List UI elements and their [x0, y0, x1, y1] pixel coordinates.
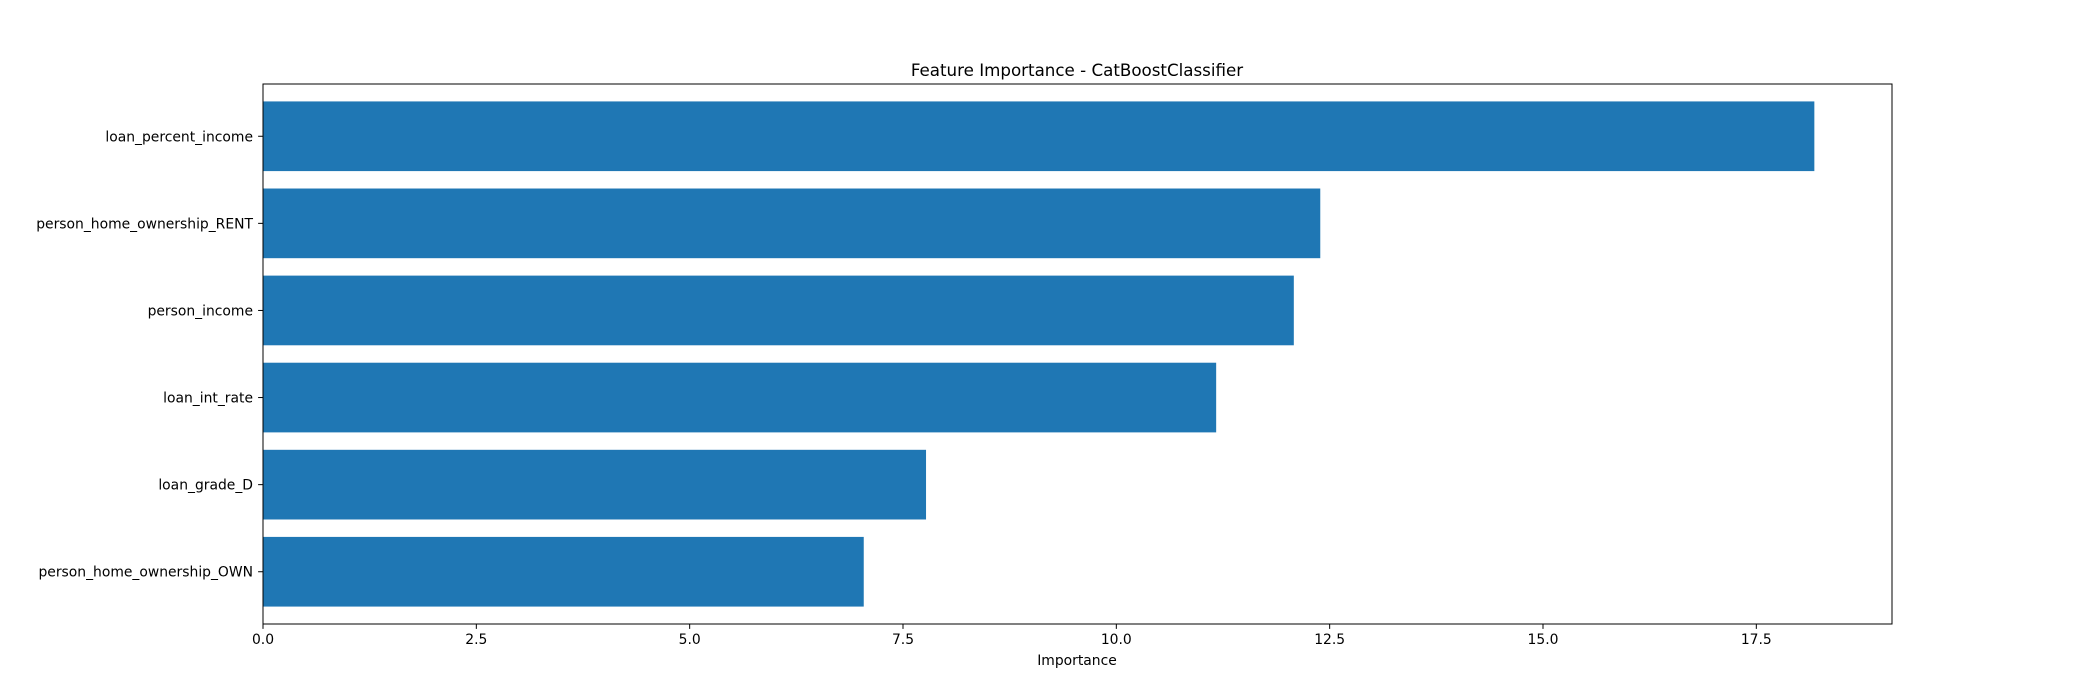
x-tick-label: 15.0 [1528, 632, 1559, 648]
x-tick-label: 7.5 [892, 632, 914, 648]
y-tick-label: loan_percent_income [105, 129, 253, 145]
y-tick-label: person_income [148, 303, 253, 319]
y-tick-label: loan_int_rate [163, 391, 253, 407]
x-tick-label: 12.5 [1314, 632, 1345, 648]
x-tick-label: 17.5 [1741, 632, 1772, 648]
y-tick-label: loan_grade_D [158, 478, 253, 494]
y-axis-ticks: loan_percent_income person_home_ownership… [36, 129, 263, 581]
bar-person_home_ownership_RENT [263, 188, 1321, 259]
x-tick-label: 2.5 [465, 632, 487, 648]
y-tick-label: person_home_ownership_RENT [36, 216, 253, 232]
x-tick-label: 5.0 [679, 632, 701, 648]
bars-layer [263, 101, 1815, 607]
bar-person_income [263, 275, 1294, 346]
x-tick-label: 10.0 [1101, 632, 1132, 648]
y-tick-label: person_home_ownership_OWN [38, 565, 253, 581]
bar-loan_grade_D [263, 449, 927, 520]
x-axis-label: Importance [1037, 653, 1117, 669]
bar-person_home_ownership_OWN [263, 536, 864, 607]
bar-loan_int_rate [263, 362, 1217, 433]
x-tick-label: 0.0 [252, 632, 274, 648]
chart-title: Feature Importance - CatBoostClassifier [911, 60, 1243, 80]
x-axis-ticks: 0.0 2.5 5.0 7.5 10.0 12.5 15.0 17.5 [252, 624, 1772, 648]
bar-loan_percent_income [263, 101, 1815, 172]
plot-area-frame [262, 83, 1893, 625]
